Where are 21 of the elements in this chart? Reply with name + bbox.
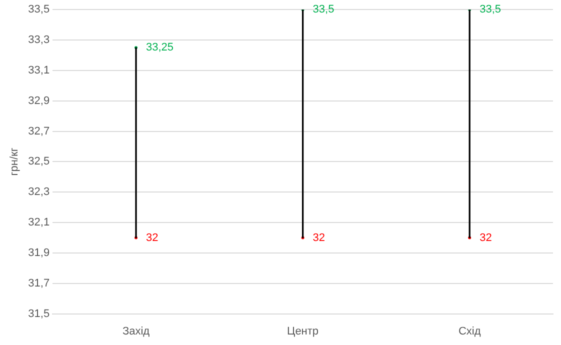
y-tick-label: 31,7: [28, 277, 50, 290]
data-label: 33,25: [146, 42, 174, 54]
x-tick-label: Центр: [287, 325, 319, 338]
y-tick-label: 32,7: [28, 125, 50, 138]
y-tick-label: 33,1: [28, 64, 50, 76]
data-label: 32: [146, 232, 158, 244]
data-label: 32: [312, 232, 326, 244]
y-tick-label: 31,9: [28, 246, 50, 259]
data-label: 32: [480, 232, 492, 244]
y-tick-label: 33,5: [28, 4, 50, 16]
y-tick-label: 32,9: [28, 94, 50, 107]
data-label: 33,5: [480, 4, 502, 16]
x-tick-label: Схід: [458, 325, 482, 338]
y-axis-title: грн/кг: [8, 148, 21, 176]
y-tick-label: 32,5: [28, 156, 50, 168]
x-tick-label: Захід: [122, 325, 150, 338]
y-tick-label: 32,3: [28, 186, 50, 198]
y-tick-label: 33,3: [28, 34, 50, 46]
y-tick-label: 32,1: [28, 216, 50, 229]
y-tick-label: 31,5: [28, 308, 50, 320]
data-label: 33,5: [312, 4, 334, 16]
